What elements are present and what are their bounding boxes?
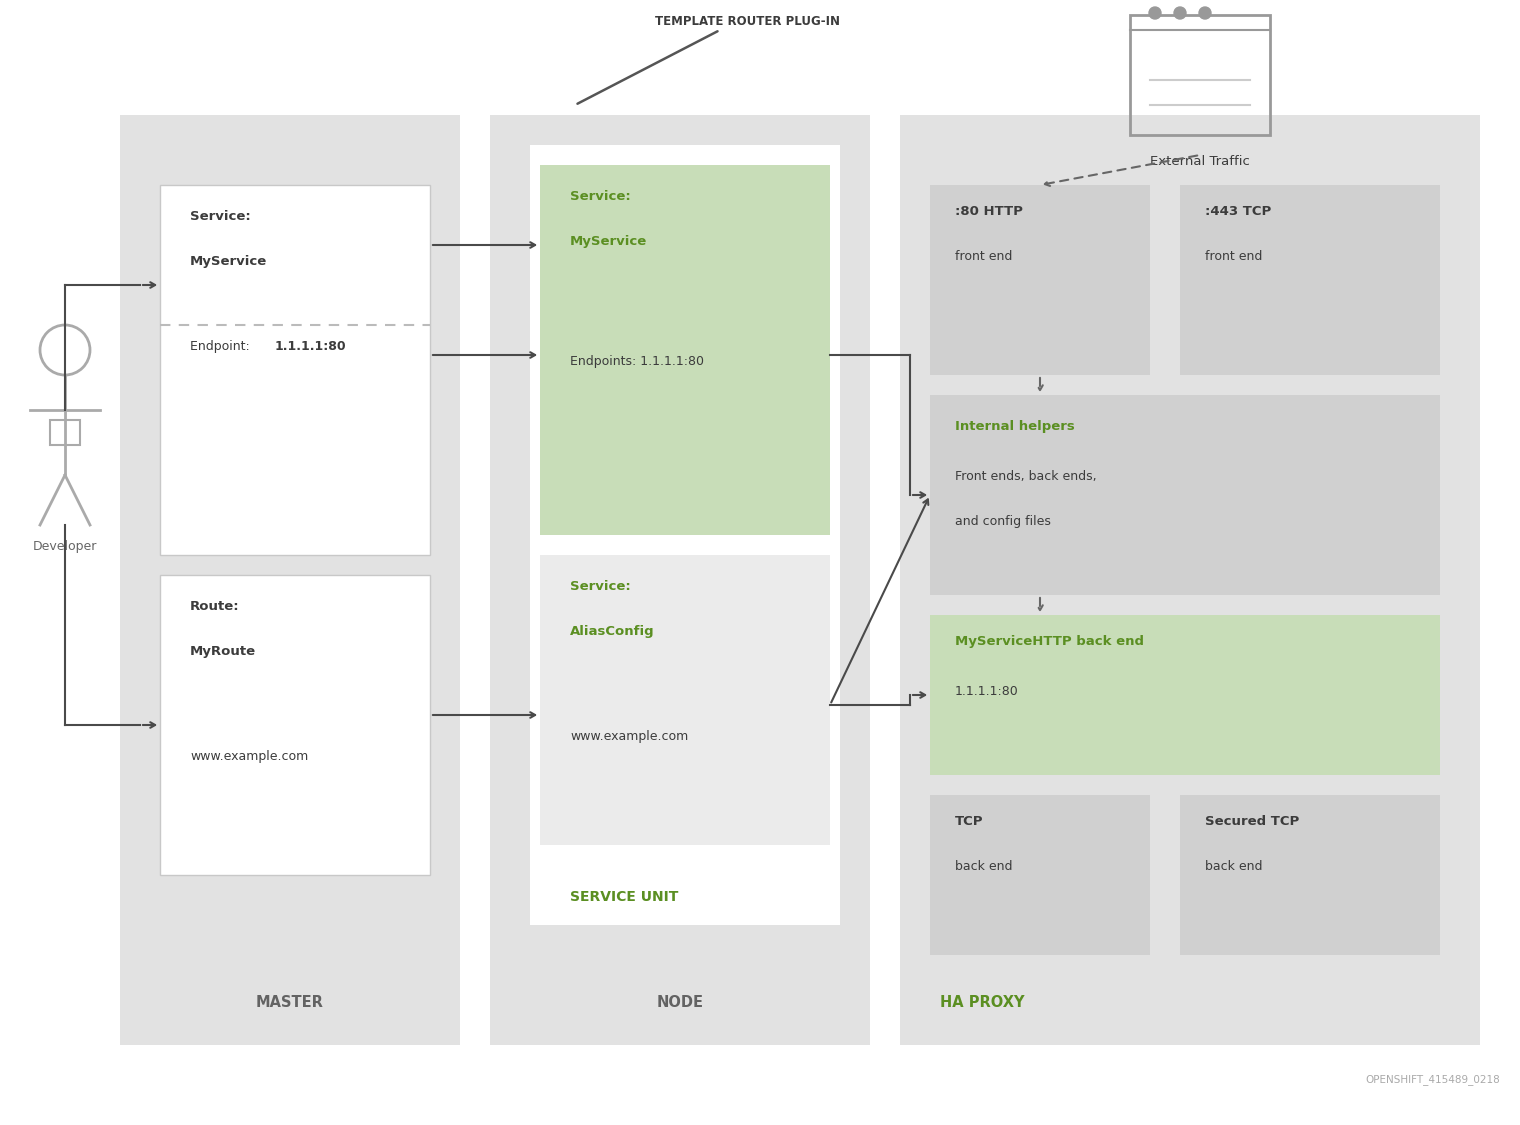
- Text: www.example.com: www.example.com: [570, 730, 689, 742]
- Text: Service:: Service:: [190, 210, 251, 223]
- Text: Endpoint:: Endpoint:: [190, 340, 254, 353]
- Text: www.example.com: www.example.com: [190, 750, 309, 763]
- Bar: [930, 184, 1151, 375]
- Text: AliasConfig: AliasConfig: [570, 626, 655, 638]
- Bar: [930, 615, 1439, 775]
- Text: HA PROXY: HA PROXY: [939, 994, 1024, 1010]
- Text: front end: front end: [955, 250, 1012, 263]
- Bar: [50, 420, 81, 446]
- Text: Developer: Developer: [33, 540, 97, 554]
- Text: External Traffic: External Traffic: [1151, 155, 1249, 168]
- Text: back end: back end: [955, 860, 1012, 873]
- Circle shape: [1199, 7, 1211, 19]
- Text: TCP: TCP: [955, 814, 983, 828]
- Text: :443 TCP: :443 TCP: [1205, 205, 1271, 218]
- Bar: [1180, 795, 1439, 955]
- Text: front end: front end: [1205, 250, 1263, 263]
- Text: Service:: Service:: [570, 580, 631, 593]
- Text: MyServiceHTTP back end: MyServiceHTTP back end: [955, 634, 1145, 648]
- Bar: [1129, 15, 1271, 135]
- Bar: [530, 145, 841, 925]
- Bar: [930, 395, 1439, 595]
- Text: back end: back end: [1205, 860, 1263, 873]
- Text: Route:: Route:: [190, 600, 240, 613]
- Bar: [1180, 184, 1439, 375]
- Text: OPENSHIFT_415489_0218: OPENSHIFT_415489_0218: [1365, 1074, 1500, 1084]
- Bar: [489, 115, 869, 1045]
- Bar: [160, 184, 430, 555]
- Text: Internal helpers: Internal helpers: [955, 420, 1075, 433]
- Bar: [930, 795, 1151, 955]
- Circle shape: [1149, 7, 1161, 19]
- Bar: [540, 555, 830, 845]
- Text: MyService: MyService: [570, 235, 648, 248]
- Text: MyRoute: MyRoute: [190, 645, 257, 658]
- Text: MyService: MyService: [190, 255, 268, 268]
- Text: 1.1.1.1:80: 1.1.1.1:80: [955, 685, 1018, 698]
- Bar: [120, 115, 461, 1045]
- Text: :80 HTTP: :80 HTTP: [955, 205, 1023, 218]
- Bar: [540, 165, 830, 536]
- Text: 1.1.1.1:80: 1.1.1.1:80: [275, 340, 347, 353]
- Text: NODE: NODE: [657, 994, 704, 1010]
- Text: and config files: and config files: [955, 515, 1050, 528]
- Text: Endpoints: 1.1.1.1:80: Endpoints: 1.1.1.1:80: [570, 356, 704, 368]
- Bar: [160, 575, 430, 875]
- Text: MASTER: MASTER: [255, 994, 324, 1010]
- Circle shape: [1173, 7, 1186, 19]
- Text: Service:: Service:: [570, 190, 631, 202]
- Text: Front ends, back ends,: Front ends, back ends,: [955, 470, 1096, 483]
- Text: SERVICE UNIT: SERVICE UNIT: [570, 890, 678, 904]
- Text: Secured TCP: Secured TCP: [1205, 814, 1300, 828]
- Text: TEMPLATE ROUTER PLUG-IN: TEMPLATE ROUTER PLUG-IN: [655, 15, 841, 28]
- Bar: [900, 115, 1480, 1045]
